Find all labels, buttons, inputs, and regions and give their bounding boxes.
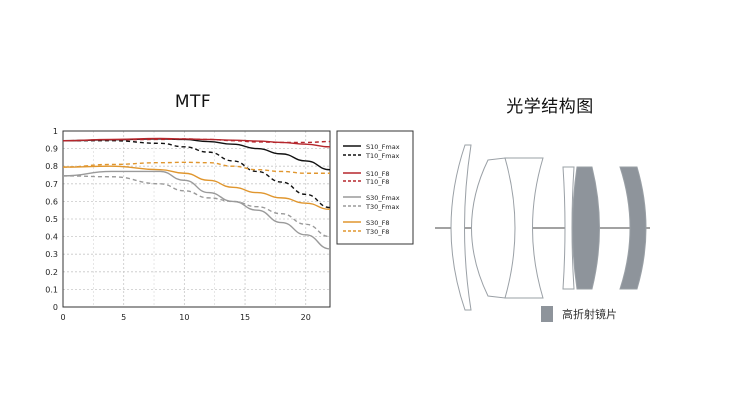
lens-element-4 [562, 166, 575, 290]
legend-label: S30_Fmax [366, 194, 400, 202]
y-tick-label: 1 [53, 127, 58, 136]
high-index-legend-label: 高折射镜片 [562, 307, 617, 321]
lens-element-6-high-index [619, 166, 647, 290]
y-tick-label: 0.8 [45, 162, 58, 171]
x-tick-label: 0 [60, 313, 65, 322]
y-tick-label: 0.2 [45, 268, 58, 277]
y-tick-label: 0.7 [45, 180, 58, 189]
chart-series [62, 137, 331, 250]
x-tick-label: 10 [179, 313, 189, 322]
series-line-t30-fmax [62, 175, 331, 238]
series-line-t10-f8 [62, 138, 331, 144]
y-tick-label: 0.1 [45, 285, 58, 294]
mtf-chart-title: MTF [174, 92, 212, 112]
x-tick-label: 15 [240, 313, 250, 322]
y-tick-label: 0 [53, 303, 58, 312]
legend-label: S10_Fmax [366, 143, 400, 151]
y-tick-label: 0.4 [45, 233, 58, 242]
series-line-s30-f8 [62, 165, 331, 211]
x-tick-label: 5 [121, 313, 126, 322]
y-tick-label: 0.5 [45, 215, 58, 224]
series-line-t30-f8 [62, 161, 330, 174]
legend-label: S30_F8 [366, 219, 390, 227]
legend-label: T30_Fmax [365, 203, 400, 211]
x-tick-label: 20 [301, 313, 311, 322]
legend-label: T30_F8 [365, 228, 389, 236]
legend-label: T10_F8 [365, 178, 389, 186]
y-tick-label: 0.6 [45, 197, 58, 206]
series-line-s30-fmax [62, 170, 331, 250]
y-tick-label: 0.9 [45, 145, 58, 154]
lens-diagram-title: 光学结构图 [506, 97, 594, 117]
y-tick-label: 0.3 [45, 250, 58, 259]
lens-element-5-high-index [572, 166, 600, 290]
series-line-t10-fmax [62, 139, 331, 209]
chart-legend: S10_FmaxT10_FmaxS10_F8T10_F8S30_FmaxT30_… [336, 130, 414, 245]
lens-element-3 [504, 157, 544, 299]
legend-label: S10_F8 [366, 170, 390, 178]
lens-element-1 [450, 144, 472, 311]
plot-frame [62, 130, 331, 308]
chart-grid [63, 131, 330, 307]
legend-box [336, 130, 414, 245]
high-index-legend-swatch [541, 306, 553, 322]
legend-label: T10_Fmax [365, 152, 400, 160]
chart-axes: 00.10.20.30.40.50.60.70.80.910 5 10 15 20 [45, 127, 331, 322]
